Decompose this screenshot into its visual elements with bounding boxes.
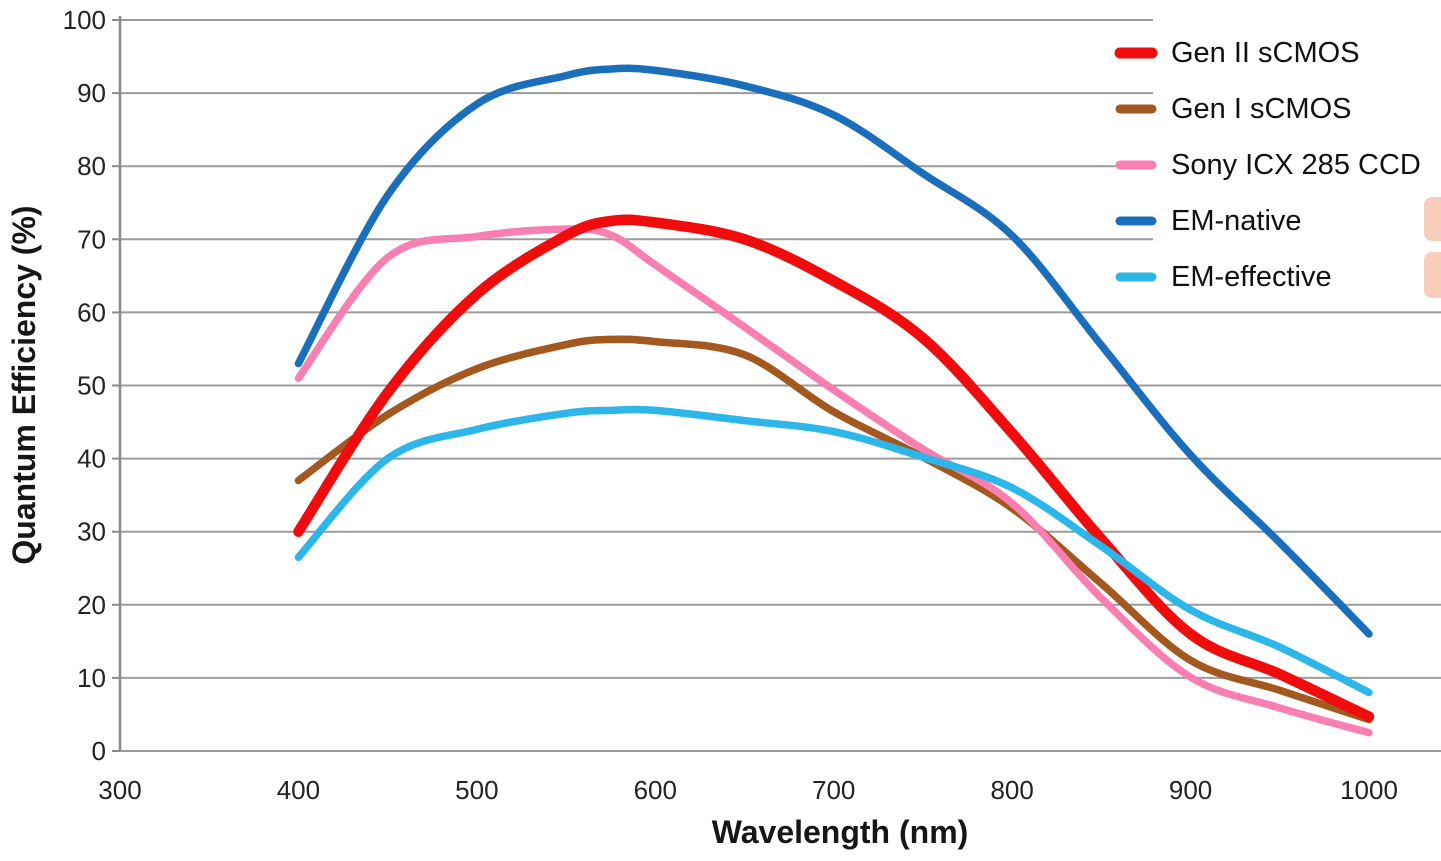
legend-label-em-effective: EM-effective: [1171, 261, 1332, 293]
y-tick-label: 10: [77, 663, 106, 693]
legend-label-gen-i-scmos: Gen I sCMOS: [1171, 93, 1352, 125]
legend-panel: [1153, 0, 1441, 306]
x-tick-label: 600: [634, 775, 677, 805]
y-tick-label: 30: [77, 517, 106, 547]
highlight-swatch-em-effective: [1424, 252, 1441, 298]
curve-gen-ii-scmos: [293, 214, 1375, 722]
x-tick-label: 700: [812, 775, 855, 805]
y-tick-label: 100: [63, 5, 106, 35]
legend-label-em-native: EM-native: [1171, 205, 1302, 237]
y-tick-label: 80: [77, 151, 106, 181]
y-axis-title: Quantum Efficiency (%): [6, 205, 42, 565]
y-tick-label: 90: [77, 78, 106, 108]
y-tick-label: 50: [77, 371, 106, 401]
y-tick-label: 70: [77, 224, 106, 254]
y-tick-label: 20: [77, 590, 106, 620]
x-tick-label: 500: [455, 775, 498, 805]
curve-em-native: [294, 64, 1373, 638]
highlight-swatch-em-native: [1424, 197, 1441, 241]
legend-label-gen-ii-scmos: Gen II sCMOS: [1171, 37, 1360, 69]
y-tick-label: 40: [77, 444, 106, 474]
x-tick-label: 400: [277, 775, 320, 805]
x-tick-label: 1000: [1340, 775, 1398, 805]
curve-gen-i-scmos: [294, 335, 1373, 724]
curve-em-effective: [294, 405, 1373, 697]
x-tick-label: 800: [990, 775, 1033, 805]
x-axis-title: Wavelength (nm): [711, 814, 969, 850]
curve-sony-icx-285-ccd: [294, 225, 1373, 737]
x-tick-label: 300: [98, 775, 141, 805]
x-tick-label: 900: [1169, 775, 1212, 805]
y-tick-label: 60: [77, 297, 106, 327]
legend-label-sony-icx-285-ccd: Sony ICX 285 CCD: [1171, 149, 1421, 181]
y-tick-label: 0: [92, 736, 106, 766]
